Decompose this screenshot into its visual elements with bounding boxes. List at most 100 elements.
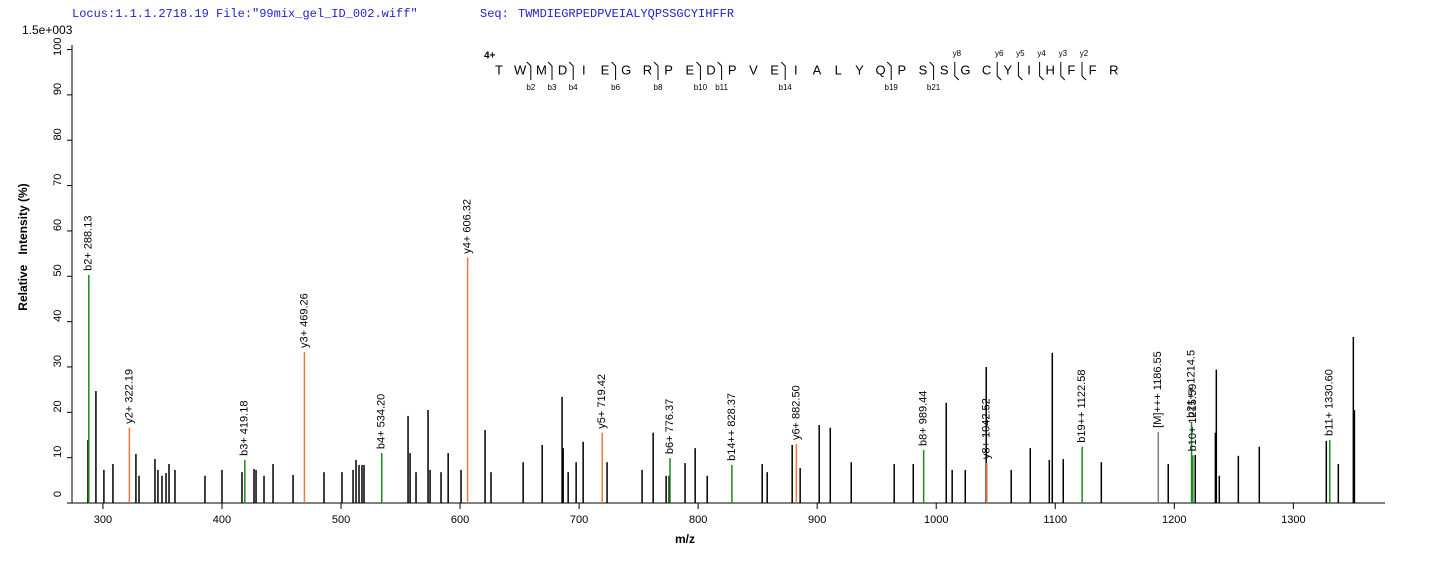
ion-label: b19++ 1122.58 xyxy=(1076,370,1088,443)
b-ion-marker xyxy=(780,61,786,80)
y-ion-marker xyxy=(1060,62,1066,81)
y-tick-label: 90 xyxy=(52,83,64,95)
x-tick-label: 600 xyxy=(451,514,469,526)
y-ion-marker xyxy=(954,62,960,81)
residue: F xyxy=(1067,62,1075,77)
residue: V xyxy=(749,62,758,77)
residue: L xyxy=(835,62,842,77)
y-ion-marker xyxy=(1039,62,1044,81)
y-ion-label: y5 xyxy=(1016,49,1025,58)
b-ion-label: b6 xyxy=(611,83,620,92)
residue: E xyxy=(601,62,610,77)
ion-label: b14++ 828.37 xyxy=(726,393,738,461)
ion-label: y5+ 719.42 xyxy=(596,374,608,429)
y-ion-label: y3 xyxy=(1059,49,1068,58)
y-ion-marker xyxy=(1081,62,1087,81)
residue: I xyxy=(1027,62,1031,77)
x-tick-label: 1200 xyxy=(1162,514,1186,526)
residue: G xyxy=(960,62,970,77)
residue: D xyxy=(706,62,715,77)
b-ion-label: b19 xyxy=(885,83,899,92)
x-tick-label: 300 xyxy=(94,514,112,526)
y-ion-label: y4 xyxy=(1037,49,1046,58)
header-seq: TWMDIEGRPEDPVEIALYQPSSGCYIHFFR xyxy=(518,7,734,21)
residue: M xyxy=(536,62,547,77)
residue: C xyxy=(982,62,991,77)
b-ion-label: b8 xyxy=(654,83,663,92)
header-locus: Locus:1.1.1.2718.19 File:"99mix_gel_ID_0… xyxy=(72,7,418,21)
residue: E xyxy=(685,62,694,77)
y-tick-label: 0 xyxy=(52,491,64,497)
ion-label: b8+ 989.44 xyxy=(918,391,930,446)
residue: F xyxy=(1089,62,1097,77)
y-tick-label: 70 xyxy=(52,174,64,186)
residue: A xyxy=(813,62,822,77)
b-ion-marker xyxy=(696,61,701,80)
residue: S xyxy=(919,62,928,77)
residue: I xyxy=(794,62,798,77)
charge-state: 4+ xyxy=(484,51,496,62)
ion-label: y3+ 469.26 xyxy=(298,293,310,348)
residue: W xyxy=(514,62,527,77)
x-tick-label: 400 xyxy=(213,514,231,526)
y-ion-label: y2 xyxy=(1080,49,1089,58)
b-ion-label: b14 xyxy=(779,83,793,92)
ion-label: b11+ 1330.60 xyxy=(1324,369,1336,436)
ion-label: y2+ 322.19 xyxy=(123,369,135,424)
residue: I xyxy=(582,62,586,77)
x-tick-label: 700 xyxy=(570,514,588,526)
ion-label: y6+ 882.50 xyxy=(790,385,802,440)
x-tick-label: 900 xyxy=(808,514,826,526)
y-axis-title: Relative Intensity (%) xyxy=(16,183,30,310)
residue: Y xyxy=(855,62,864,77)
y-ion-label: y6 xyxy=(995,49,1004,58)
residue: H xyxy=(1046,62,1055,77)
ion-label: b21++ 1214.5 xyxy=(1185,350,1197,418)
ion-label: y4+ 606.32 xyxy=(461,199,473,254)
ion-label: y8+ 1042.52 xyxy=(981,398,993,459)
residue: R xyxy=(643,62,652,77)
y-tick-label: 30 xyxy=(52,355,64,367)
ion-label: b3+ 419.18 xyxy=(239,401,251,456)
y-tick-label: 50 xyxy=(52,264,64,276)
y-tick-label: 40 xyxy=(52,310,64,322)
residue: S xyxy=(940,62,949,77)
residue: P xyxy=(897,62,906,77)
residue: G xyxy=(621,62,631,77)
scale-note: 1.5e+003 xyxy=(22,23,73,37)
x-axis-title: m/z xyxy=(675,532,695,546)
b-ion-marker xyxy=(611,61,617,80)
residue: P xyxy=(728,62,737,77)
b-ion-label: b11 xyxy=(715,83,728,92)
b-ion-marker xyxy=(653,61,659,80)
b-ion-marker xyxy=(526,61,532,80)
x-tick-label: 1300 xyxy=(1281,514,1305,526)
y-tick-label: 100 xyxy=(52,38,64,56)
y-tick-label: 60 xyxy=(52,219,64,231)
ion-label: b4+ 534.20 xyxy=(376,394,388,449)
residue: Y xyxy=(1003,62,1012,77)
y-ion-marker xyxy=(1017,62,1023,81)
y-tick-label: 20 xyxy=(52,400,64,412)
b-ion-marker xyxy=(717,61,723,80)
b-ion-marker xyxy=(886,61,892,80)
y-ion-marker xyxy=(996,62,1002,81)
b-ion-label: b21 xyxy=(927,83,941,92)
ion-label: b10+ 1215.59 xyxy=(1187,384,1199,452)
residue: R xyxy=(1109,62,1118,77)
x-tick-label: 1000 xyxy=(924,514,948,526)
ion-label: b6+ 776.37 xyxy=(664,399,676,454)
b-ion-label: b10 xyxy=(694,83,708,92)
y-tick-label: 80 xyxy=(52,128,64,140)
residue: E xyxy=(770,62,779,77)
b-ion-label: b2 xyxy=(526,83,535,92)
residue: T xyxy=(495,62,503,77)
x-tick-label: 500 xyxy=(332,514,350,526)
ion-label: b2+ 288.13 xyxy=(83,216,95,271)
residue: P xyxy=(664,62,673,77)
residue: Q xyxy=(876,62,886,77)
y-tick-label: 10 xyxy=(52,446,64,458)
x-tick-label: 1100 xyxy=(1043,514,1067,526)
b-ion-marker xyxy=(568,61,574,80)
